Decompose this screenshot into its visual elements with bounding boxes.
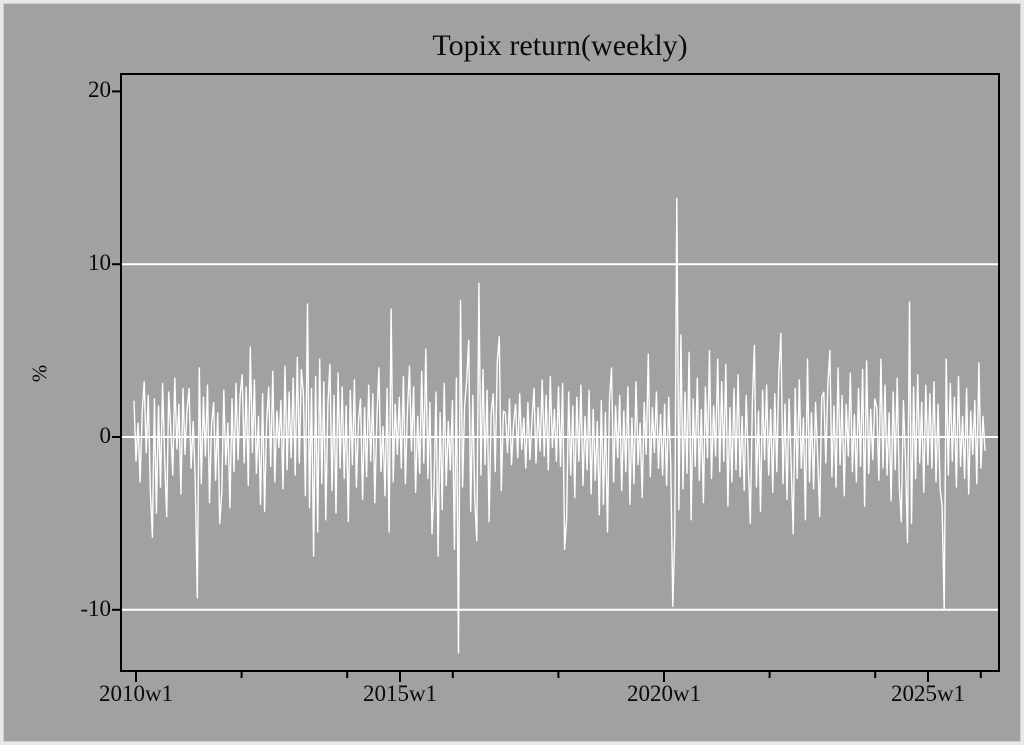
chart-canvas [112, 73, 1000, 682]
x-tick-label: 2015w1 [362, 681, 438, 706]
chart-title: Topix return(weekly) [432, 29, 688, 62]
plot-frame [120, 73, 1000, 672]
x-tick-label: 2020w1 [626, 681, 702, 706]
y-axis-label: % [27, 364, 52, 383]
y-tick-label: -10 [80, 595, 111, 621]
y-tick-label: 0 [99, 423, 112, 448]
y-tick-label: 10 [88, 250, 111, 276]
y-tick-label: 20 [88, 77, 111, 103]
series-line-topix-return [133, 197, 986, 654]
x-tick-label: 2025w1 [890, 681, 966, 706]
x-tick-label: 2010w1 [98, 681, 174, 706]
